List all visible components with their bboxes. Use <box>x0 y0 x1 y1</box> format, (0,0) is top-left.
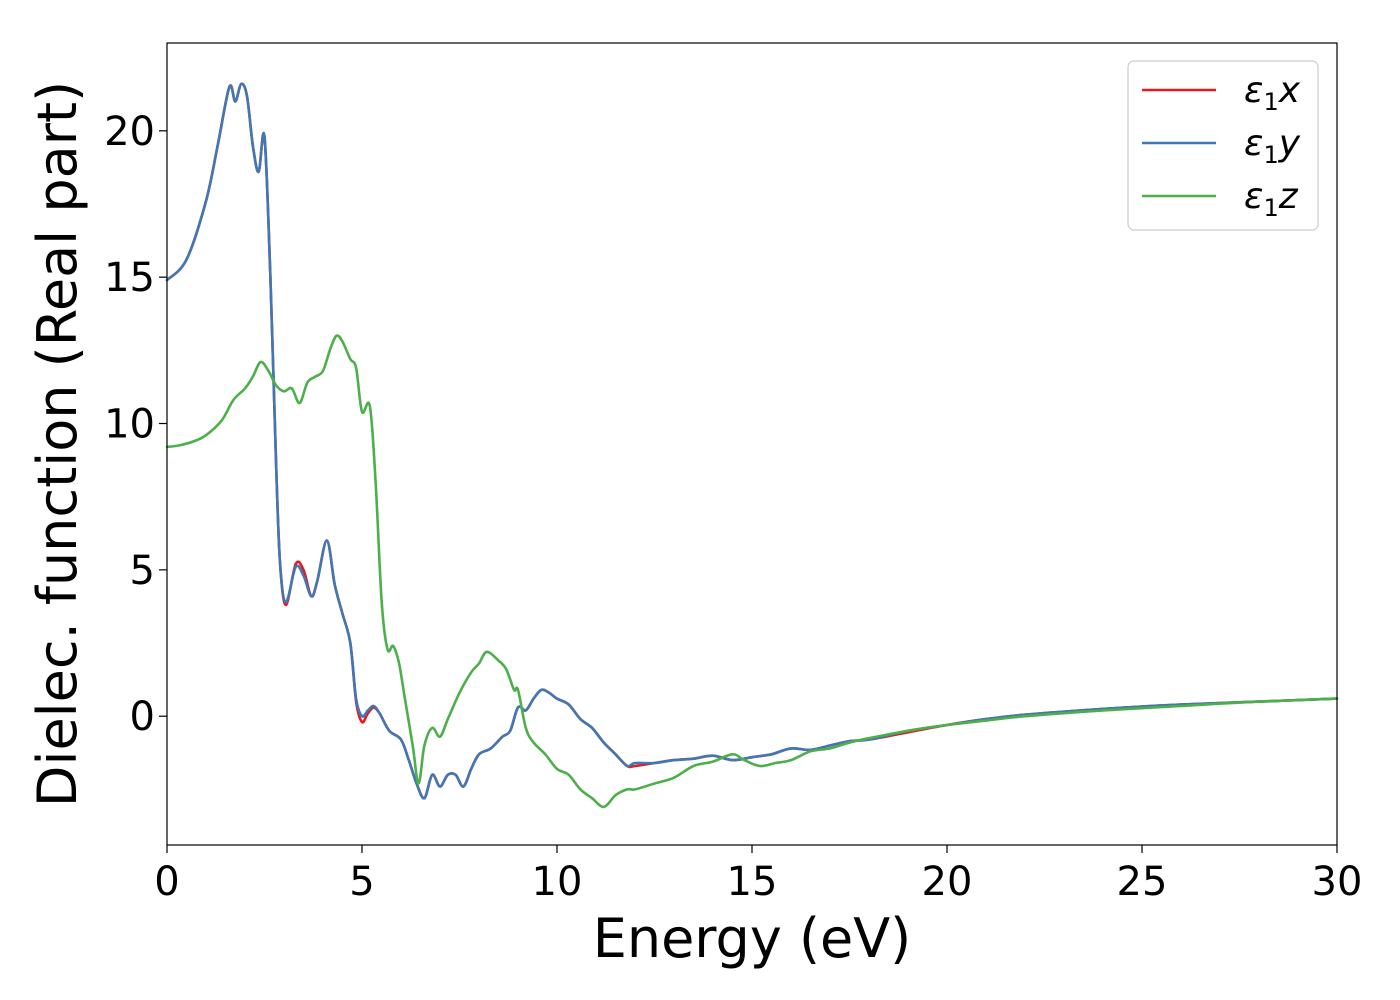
legend-label-z: ε1z <box>1244 176 1299 222</box>
y-tick-label: 5 <box>130 548 155 594</box>
legend-box <box>1127 60 1319 231</box>
series-line-y <box>165 82 1339 800</box>
legend: ε1x ε1y ε1z <box>1127 60 1319 231</box>
y-tick-label: 10 <box>104 402 155 448</box>
legend-label-x: ε1x <box>1244 70 1301 116</box>
x-axis-ticks: 0 5 10 15 20 25 30 <box>154 845 1362 905</box>
x-tick-label: 0 <box>154 859 179 905</box>
series-layer <box>165 82 1339 809</box>
y-tick-label: 15 <box>104 255 155 301</box>
x-tick-label: 5 <box>349 859 374 905</box>
x-tick-label: 15 <box>727 859 778 905</box>
y-tick-label: 0 <box>130 694 155 740</box>
x-tick-label: 10 <box>532 859 583 905</box>
y-axis-label: Dielec. function (Real part) <box>26 81 89 807</box>
legend-label-y: ε1y <box>1244 123 1301 169</box>
x-tick-label: 30 <box>1312 859 1363 905</box>
y-tick-label: 20 <box>104 109 155 155</box>
y-axis-ticks: 0 5 10 15 20 <box>104 109 167 740</box>
x-axis-label: Energy (eV) <box>593 907 912 970</box>
x-tick-label: 20 <box>922 859 973 905</box>
series-line-z <box>165 334 1339 809</box>
x-tick-label: 25 <box>1117 859 1168 905</box>
